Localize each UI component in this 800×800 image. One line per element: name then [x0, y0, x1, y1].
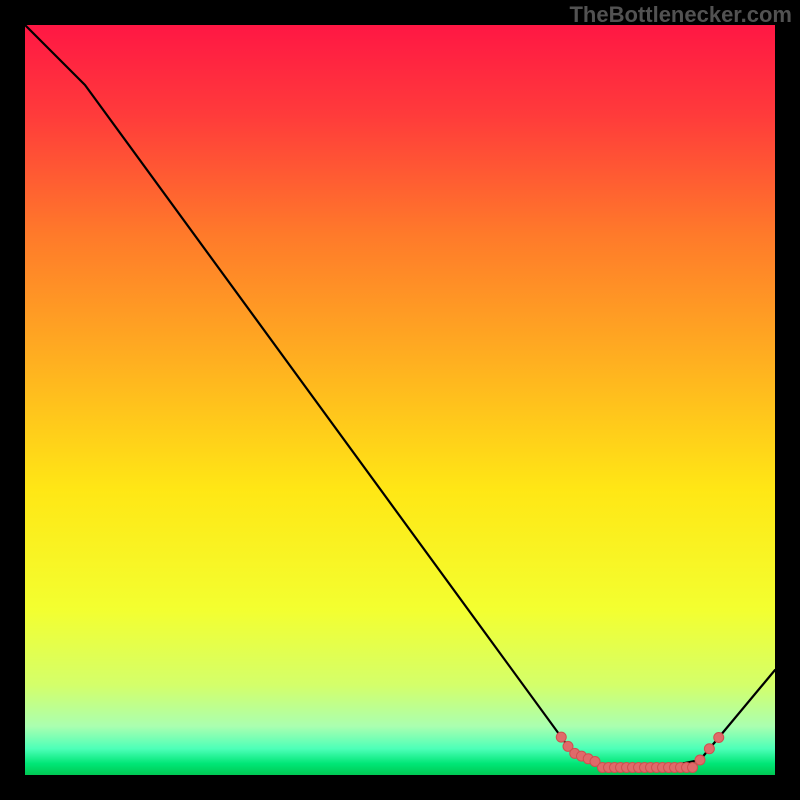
chart-svg	[25, 25, 775, 775]
data-marker	[688, 763, 698, 773]
chart-background	[25, 25, 775, 775]
data-marker	[556, 732, 566, 742]
data-marker	[714, 733, 724, 743]
chart-area	[25, 25, 775, 775]
root: TheBottlenecker.com	[0, 0, 800, 800]
data-marker	[695, 755, 705, 765]
data-marker	[704, 744, 714, 754]
watermark-text: TheBottlenecker.com	[569, 2, 792, 28]
